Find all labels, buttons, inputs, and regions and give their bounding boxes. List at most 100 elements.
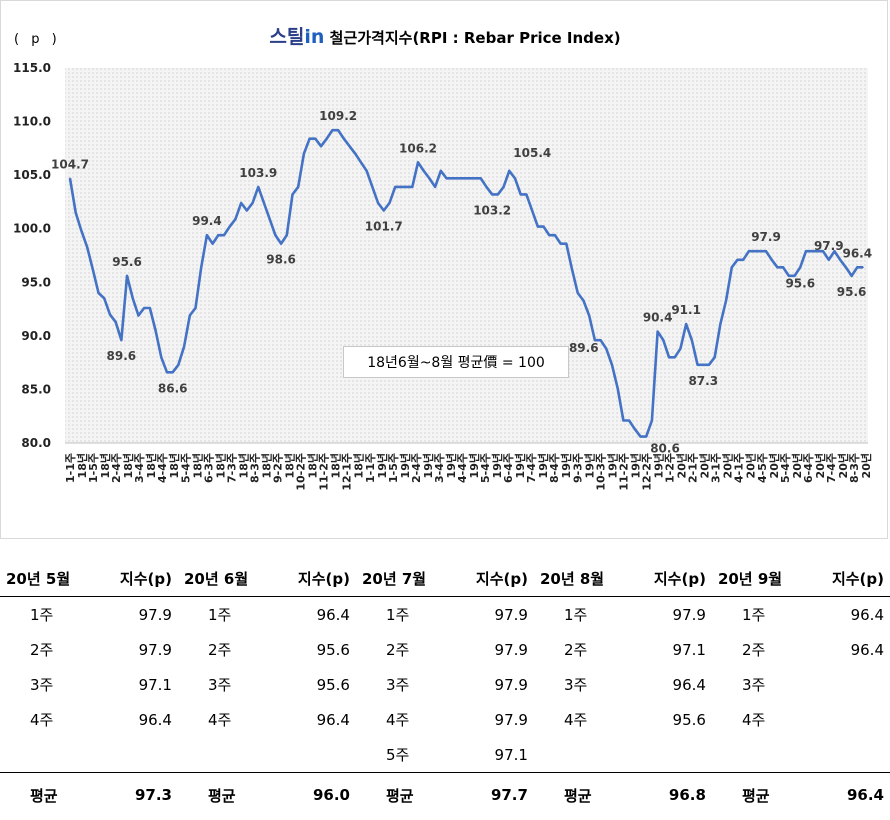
average-value: 96.0 [274, 772, 356, 817]
data-label: 97.9 [751, 230, 781, 244]
data-point [776, 266, 779, 269]
x-tick-label: 4-4주18년 [156, 453, 181, 483]
data-point [263, 202, 265, 204]
week-cell: 3주 [207, 676, 232, 694]
week-cell: 3주 [563, 676, 588, 694]
average-value: 97.3 [96, 772, 178, 817]
data-point [154, 329, 157, 332]
x-tick-label: 3-4주19년 [433, 453, 458, 483]
data-label: 98.6 [266, 253, 296, 267]
index-header: 지수(p) [630, 560, 712, 597]
data-label: 80.6 [650, 442, 680, 456]
month-header: 20년 7월 [355, 560, 453, 597]
data-point [633, 428, 636, 430]
data-point [611, 363, 613, 366]
data-point [691, 339, 693, 341]
y-tick-label: 80.0 [21, 436, 51, 450]
x-tick-label: 2-1주20년 [687, 453, 712, 483]
x-tick-label: 1-2주20년 [664, 453, 689, 483]
data-point [816, 250, 819, 253]
data-point [753, 250, 756, 253]
table-row: 3주 97.1 3주 95.6 3주 97.9 3주 96.4 3주 [0, 667, 890, 702]
y-tick-label: 110.0 [13, 115, 51, 129]
average-label: 평균 [355, 772, 453, 817]
data-point [274, 234, 277, 236]
week-cell [178, 737, 275, 773]
table-body: 1주 97.9 1주 96.4 1주 97.9 1주 97.9 1주 96.4 2주 97.9 2주 95… [0, 597, 890, 817]
data-point [788, 275, 790, 277]
x-tick-label: 3-4주18년 [133, 453, 158, 483]
index-value-cell: 97.9 [138, 640, 172, 659]
data-point [405, 186, 408, 188]
data-point [457, 177, 459, 180]
x-tick-label: 4-4주19년 [456, 453, 481, 483]
index-value-cell: 96.4 [316, 710, 350, 729]
data-point [542, 225, 545, 228]
data-point [616, 387, 619, 390]
index-header: 지수(p) [274, 560, 356, 597]
data-point [417, 161, 419, 164]
week-cell: 1주 [741, 606, 766, 624]
data-point [86, 246, 88, 248]
y-tick-label: 115.0 [13, 61, 51, 75]
week-cell: 4주 [207, 711, 232, 729]
index-value-cell: 95.6 [672, 710, 706, 729]
data-point [285, 234, 288, 236]
index-header: 지수(p) [452, 560, 534, 597]
data-point [291, 193, 294, 196]
index-header: 지수(p) [808, 560, 890, 597]
week-cell: 1주 [30, 606, 54, 624]
data-point [217, 234, 220, 236]
x-tick-label: 9-2주18년 [272, 453, 297, 483]
data-point [639, 435, 642, 438]
data-point [713, 356, 716, 359]
data-point [810, 250, 813, 253]
data-label: 87.3 [688, 374, 718, 388]
y-tick-label: 85.0 [21, 382, 51, 396]
average-value: 96.8 [630, 772, 712, 817]
data-label: 90.4 [643, 311, 673, 325]
data-point [206, 234, 208, 236]
y-axis-unit: ( p ) [14, 32, 61, 47]
index-value-cell [631, 737, 712, 773]
data-label: 101.7 [365, 220, 403, 234]
index-header: 지수(p) [96, 560, 178, 597]
data-point [223, 234, 225, 236]
data-label: 89.6 [107, 349, 137, 363]
data-label: 96.4 [842, 246, 872, 260]
data-point [725, 299, 727, 302]
data-point [297, 186, 300, 188]
y-tick-label: 95.0 [21, 275, 51, 289]
index-value-cell: 97.9 [494, 710, 528, 729]
x-tick-label: 8-3주18년 [248, 453, 273, 483]
data-point [183, 345, 185, 348]
data-point [325, 137, 328, 140]
week-cell: 2주 [741, 641, 766, 659]
data-point [628, 419, 630, 422]
data-point [565, 242, 568, 245]
index-value-cell [275, 737, 356, 773]
data-point [160, 356, 163, 359]
x-tick-label: 7-4주20년 [825, 453, 850, 483]
x-tick-label: 4-1주20년 [733, 453, 758, 483]
week-cell: 5주 [385, 746, 410, 764]
month-header: 20년 8월 [533, 560, 631, 597]
data-point [360, 161, 362, 164]
data-point [576, 292, 579, 294]
data-point [189, 314, 191, 317]
x-tick-label: 11-2주19년 [617, 453, 642, 491]
data-point [679, 347, 682, 350]
data-point [246, 209, 248, 212]
data-point [571, 268, 573, 271]
index-value-cell: 97.1 [138, 675, 172, 694]
data-label: 97.9 [814, 239, 844, 253]
data-label: 86.6 [158, 381, 188, 395]
data-point [354, 152, 357, 155]
x-tick-label: 3-1주20년 [710, 453, 735, 483]
index-value-cell: 96.4 [138, 710, 172, 729]
data-label: 104.7 [51, 157, 89, 171]
data-label: 91.1 [671, 303, 701, 317]
x-tick-label: 7-4주19년 [525, 453, 550, 483]
index-value-cell [97, 737, 178, 773]
data-point [594, 339, 596, 341]
